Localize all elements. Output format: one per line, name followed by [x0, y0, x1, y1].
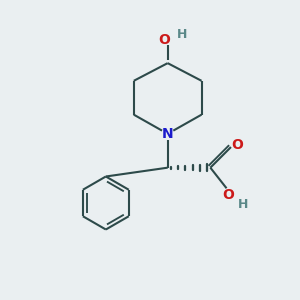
Text: H: H — [177, 28, 187, 41]
Text: O: O — [222, 188, 234, 202]
Text: O: O — [232, 138, 243, 152]
Text: O: O — [158, 34, 170, 47]
Text: H: H — [238, 198, 248, 211]
Text: N: N — [162, 127, 173, 141]
